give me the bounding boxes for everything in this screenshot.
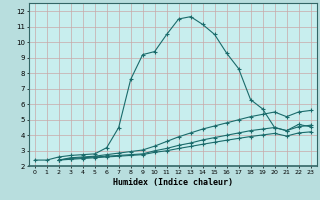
X-axis label: Humidex (Indice chaleur): Humidex (Indice chaleur)	[113, 178, 233, 187]
